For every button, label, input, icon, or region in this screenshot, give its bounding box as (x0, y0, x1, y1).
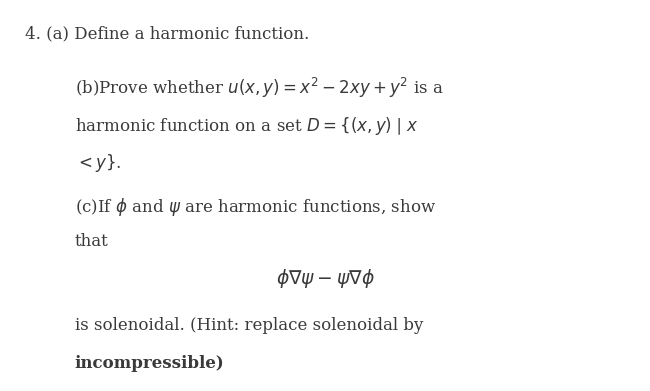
Text: that: that (75, 233, 109, 249)
Text: is solenoidal. (Hint: replace solenoidal by: is solenoidal. (Hint: replace solenoidal… (75, 317, 423, 334)
Text: (c)If $\phi$ and $\psi$ are harmonic functions, show: (c)If $\phi$ and $\psi$ are harmonic fun… (75, 196, 436, 217)
Text: $< y\}$.: $< y\}$. (75, 152, 122, 174)
Text: (b)Prove whether $u(x, y) = x^2 - 2xy + y^2$ is a: (b)Prove whether $u(x, y) = x^2 - 2xy + … (75, 76, 443, 100)
Text: $\phi\nabla\psi - \psi\nabla\phi$: $\phi\nabla\psi - \psi\nabla\phi$ (276, 267, 374, 290)
Text: 4. (a) Define a harmonic function.: 4. (a) Define a harmonic function. (25, 25, 309, 42)
Text: harmonic function on a set $D = \{(x, y) \mid x$: harmonic function on a set $D = \{(x, y)… (75, 115, 418, 137)
Text: incompressible): incompressible) (75, 355, 224, 372)
